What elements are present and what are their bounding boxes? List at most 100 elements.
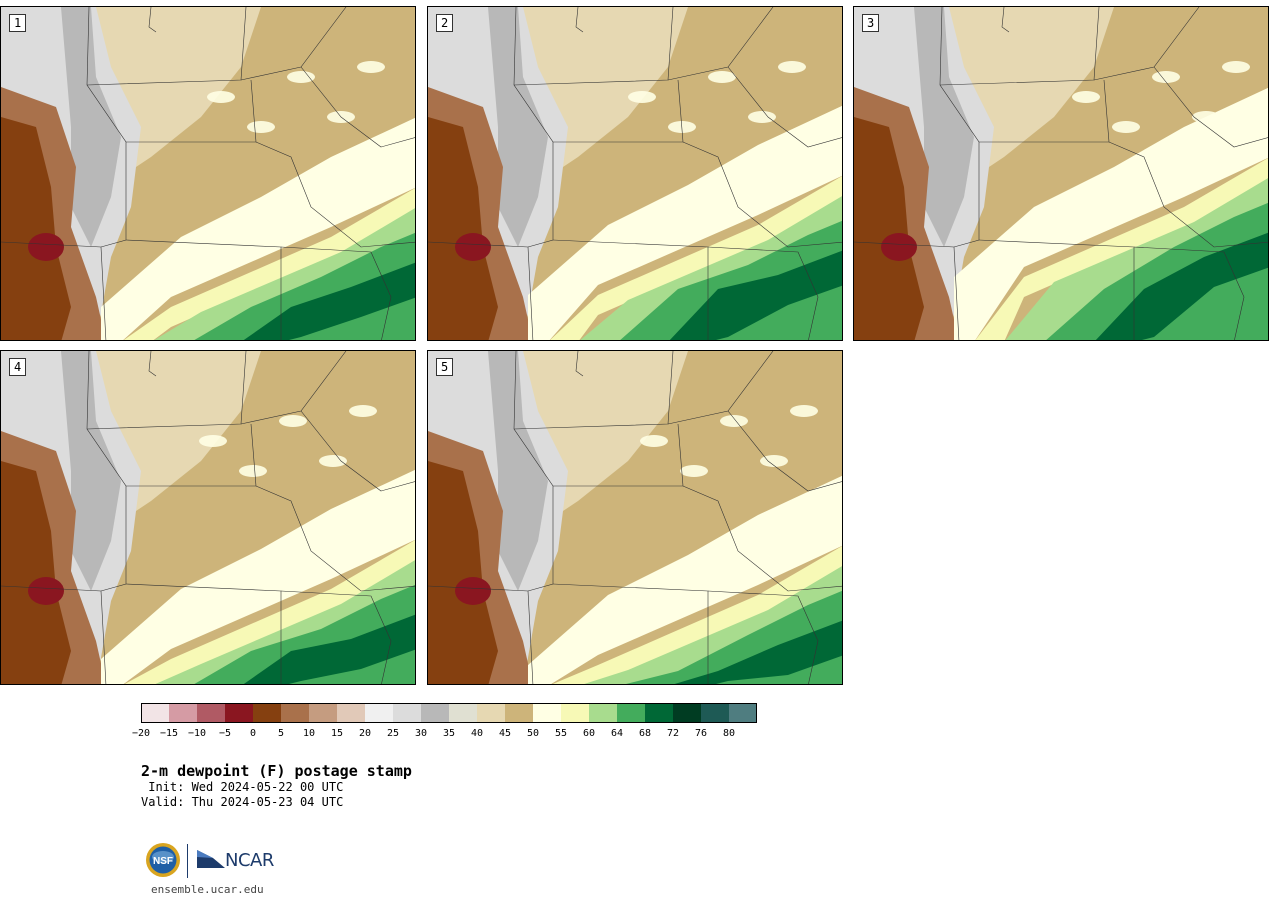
colorbar-swatch bbox=[365, 703, 393, 723]
colorbar-tick-label: 45 bbox=[498, 728, 512, 739]
state-border bbox=[575, 351, 584, 377]
dewpoint-region bbox=[881, 233, 917, 261]
map-panel-3: 3 bbox=[853, 6, 1269, 341]
dewpoint-region bbox=[760, 455, 788, 467]
colorbar-swatch bbox=[673, 703, 701, 723]
dewpoint-region bbox=[790, 405, 818, 417]
dewpoint-region bbox=[428, 461, 498, 684]
colorbar-tick-label: −10 bbox=[187, 728, 207, 739]
colorbar-swatch bbox=[449, 703, 477, 723]
state-border bbox=[255, 141, 415, 248]
panel-number: 1 bbox=[9, 14, 27, 32]
colorbar-swatch bbox=[645, 703, 673, 723]
colorbar-swatch bbox=[701, 703, 729, 723]
colorbar-swatch bbox=[505, 703, 533, 723]
state-border bbox=[707, 246, 819, 340]
colorbar-tick-label: −15 bbox=[159, 728, 179, 739]
dewpoint-region bbox=[748, 111, 776, 123]
dewpoint-region bbox=[28, 577, 64, 605]
panel-number: 2 bbox=[436, 14, 454, 32]
colorbar bbox=[141, 703, 757, 723]
colorbar-swatch bbox=[561, 703, 589, 723]
state-border bbox=[255, 485, 415, 592]
colorbar-swatch bbox=[197, 703, 225, 723]
logo-divider bbox=[187, 844, 188, 878]
colorbar-swatch bbox=[421, 703, 449, 723]
state-border bbox=[148, 351, 157, 377]
colorbar-tick-label: −20 bbox=[131, 728, 151, 739]
dewpoint-region bbox=[247, 121, 275, 133]
colorbar-tick-label: 5 bbox=[277, 728, 285, 739]
dewpoint-region bbox=[1222, 61, 1250, 73]
dewpoint-region bbox=[1072, 91, 1100, 103]
dewpoint-region bbox=[528, 475, 842, 684]
dewpoint-region bbox=[975, 158, 1268, 340]
dewpoint-region bbox=[319, 455, 347, 467]
dewpoint-region bbox=[620, 220, 842, 340]
dewpoint-region bbox=[1, 117, 71, 340]
dewpoint-region bbox=[488, 7, 548, 247]
state-border bbox=[854, 241, 960, 340]
dewpoint-region bbox=[61, 7, 121, 247]
dewpoint-region bbox=[287, 71, 315, 83]
map-panel-5: 5 bbox=[427, 350, 843, 685]
dewpoint-map bbox=[1, 351, 415, 684]
colorbar-swatch bbox=[141, 703, 169, 723]
dewpoint-region bbox=[455, 233, 491, 261]
map-panel-4: 4 bbox=[0, 350, 416, 685]
state-border bbox=[682, 485, 842, 592]
colorbar-tick-label: 76 bbox=[694, 728, 708, 739]
colorbar-swatch bbox=[169, 703, 197, 723]
state-border bbox=[1001, 7, 1010, 33]
dewpoint-region bbox=[1192, 111, 1220, 123]
dewpoint-region bbox=[1152, 71, 1180, 83]
dewpoint-region bbox=[243, 262, 415, 340]
dewpoint-region bbox=[680, 465, 708, 477]
state-border bbox=[707, 590, 819, 684]
dewpoint-region bbox=[349, 405, 377, 417]
state-border bbox=[667, 351, 774, 425]
ncar-logo-text: NCAR bbox=[225, 850, 274, 871]
dewpoint-region bbox=[674, 620, 842, 684]
ncar-logo-icon bbox=[197, 850, 225, 868]
dewpoint-region bbox=[708, 71, 736, 83]
state-border bbox=[300, 66, 415, 148]
colorbar-tick-label: 64 bbox=[610, 728, 624, 739]
colorbar-tick-label: 68 bbox=[638, 728, 652, 739]
panel-number: 4 bbox=[9, 358, 27, 376]
colorbar-tick-label: 20 bbox=[358, 728, 372, 739]
state-border bbox=[1153, 66, 1268, 148]
nsf-logo-text: NSF bbox=[153, 856, 173, 867]
state-border bbox=[428, 241, 534, 340]
colorbar-swatch bbox=[533, 703, 561, 723]
colorbar-swatch bbox=[729, 703, 757, 723]
state-border bbox=[1, 585, 107, 684]
website-url: ensemble.ucar.edu bbox=[151, 883, 264, 896]
dewpoint-region bbox=[279, 415, 307, 427]
dewpoint-region bbox=[101, 117, 415, 340]
dewpoint-region bbox=[357, 61, 385, 73]
state-border bbox=[240, 351, 347, 425]
dewpoint-region bbox=[1112, 121, 1140, 133]
dewpoint-region bbox=[1, 461, 71, 684]
state-border bbox=[1093, 7, 1200, 81]
colorbar-swatch bbox=[337, 703, 365, 723]
map-panel-1: 1 bbox=[0, 6, 416, 341]
dewpoint-region bbox=[1046, 202, 1268, 340]
dewpoint-region bbox=[528, 105, 842, 340]
dewpoint-region bbox=[854, 117, 924, 340]
state-border bbox=[1108, 141, 1268, 248]
state-border bbox=[682, 141, 842, 248]
state-border bbox=[727, 66, 842, 148]
dewpoint-region bbox=[488, 351, 548, 591]
dewpoint-region bbox=[207, 91, 235, 103]
dewpoint-region bbox=[628, 91, 656, 103]
panel-number: 3 bbox=[862, 14, 880, 32]
colorbar-swatch bbox=[477, 703, 505, 723]
dewpoint-region bbox=[455, 577, 491, 605]
colorbar-tick-label: 0 bbox=[249, 728, 257, 739]
init-time: Init: Wed 2024-05-22 00 UTC bbox=[141, 780, 344, 794]
colorbar-swatch bbox=[589, 703, 617, 723]
dewpoint-map bbox=[1, 7, 415, 340]
colorbar-tick-label: 15 bbox=[330, 728, 344, 739]
